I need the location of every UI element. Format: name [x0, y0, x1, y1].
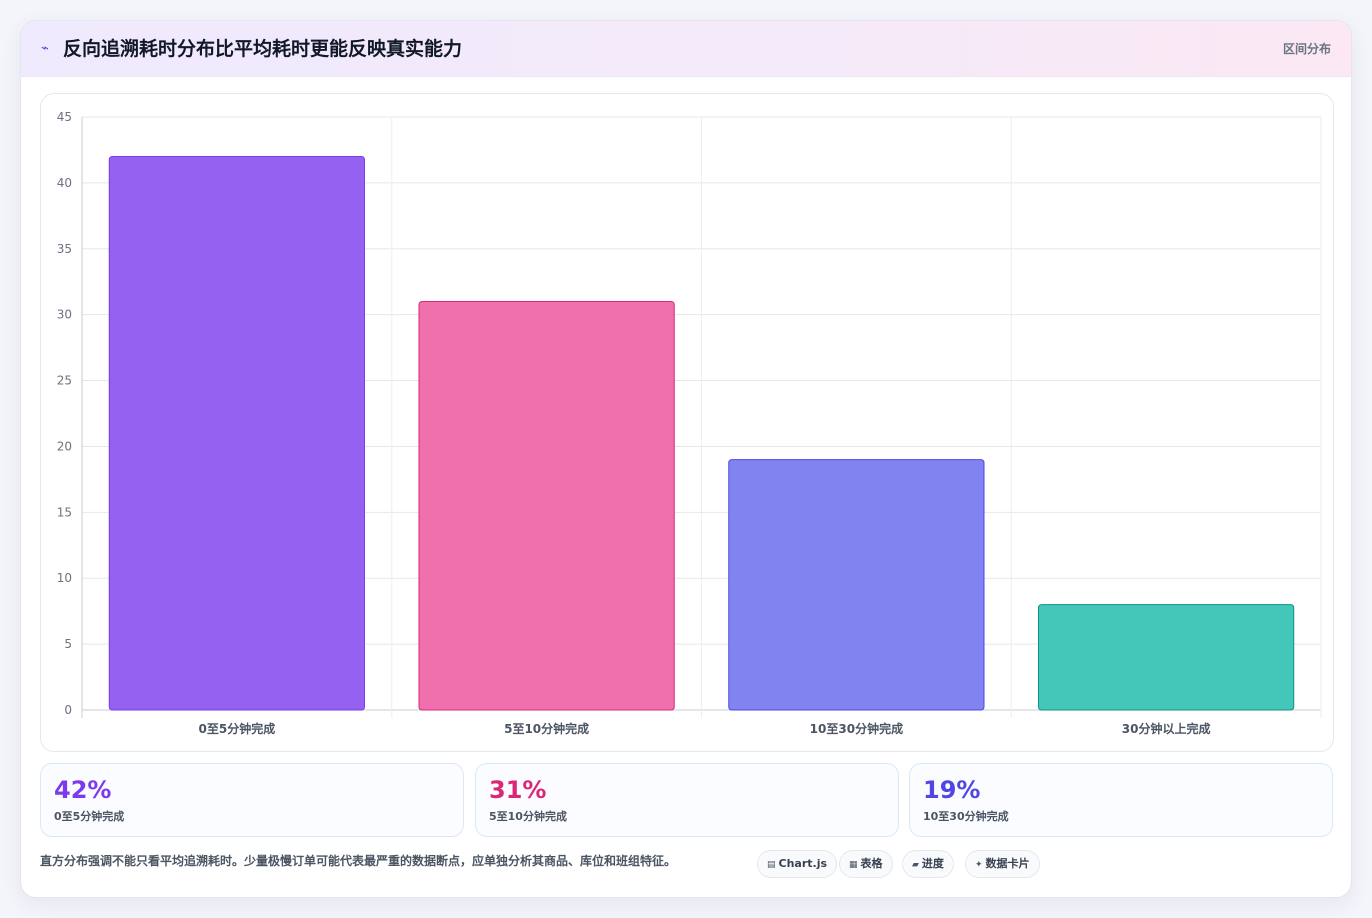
y-tick-label: 30 — [57, 308, 72, 322]
chip-progress[interactable]: ▰ 进度 — [902, 850, 954, 878]
trend-line-icon: ⌁ — [41, 41, 49, 56]
chip-label: Chart.js — [778, 857, 828, 870]
x-tick-label: 10至30分钟完成 — [810, 721, 903, 736]
y-tick-label: 45 — [57, 110, 72, 124]
card-title: 反向追溯耗时分布比平均耗时更能反映真实能力 — [63, 38, 463, 60]
dashboard-card: ⌁ 反向追溯耗时分布比平均耗时更能反映真实能力 区间分布 0 5 10 15 20 25 3… — [20, 20, 1352, 898]
card-header: ⌁ 反向追溯耗时分布比平均耗时更能反映真实能力 区间分布 — [21, 21, 1351, 77]
bar-chart: 0 5 10 15 20 25 30 35 40 45 0至5分钟完成 5至10分钟完成 10至30分钟… — [40, 93, 1334, 752]
stat-cards: 42% 0至5分钟完成 31% 5至10分钟完成 19% 10至30分钟完成 — [40, 763, 1334, 837]
stat-label: 0至5分钟完成 — [54, 810, 125, 823]
bar-3 — [1038, 604, 1295, 711]
chip-table[interactable]: ▦ 表格 — [839, 850, 893, 878]
stat-value: 31% — [489, 776, 547, 804]
chip-label: 表格 — [860, 857, 883, 870]
y-tick-label: 15 — [57, 505, 72, 519]
chip-label: 数据卡片 — [985, 857, 1030, 870]
bar-chart-svg: 0 5 10 15 20 25 30 35 40 45 0至5分钟完成 5至10分钟完成 10至30分钟… — [57, 110, 1322, 736]
chart-icon: ▤ — [767, 860, 776, 870]
chip-label: 进度 — [921, 857, 944, 870]
progress-icon: ▰ — [912, 860, 919, 870]
bar-1 — [418, 300, 675, 711]
stat-card-10-30min: 19% 10至30分钟完成 — [909, 763, 1333, 837]
stat-value: 19% — [923, 776, 981, 804]
x-tick-label: 0至5分钟完成 — [199, 721, 276, 736]
footer-note: 直方分布强调不能只看平均追溯耗时。少量极慢订单可能代表最严重的数据断点，应单独分… — [40, 854, 677, 868]
stat-card-5-10min: 31% 5至10分钟完成 — [475, 763, 899, 837]
stat-card-0-5min: 42% 0至5分钟完成 — [40, 763, 464, 837]
chip-data-card[interactable]: ✦ 数据卡片 — [965, 850, 1040, 878]
y-tick-label: 25 — [57, 374, 72, 388]
section-tag: 区间分布 — [1282, 42, 1331, 56]
bar-2 — [728, 459, 985, 711]
stat-label: 10至30分钟完成 — [923, 810, 1009, 823]
y-tick-label: 0 — [64, 703, 72, 717]
stat-label: 5至10分钟完成 — [489, 810, 567, 823]
y-tick-label: 40 — [57, 176, 72, 190]
y-tick-label: 35 — [57, 242, 72, 256]
x-tick-label: 5至10分钟完成 — [504, 721, 589, 736]
sparkle-icon: ✦ — [975, 860, 983, 870]
stat-value: 42% — [54, 776, 112, 804]
y-tick-label: 5 — [64, 637, 72, 651]
table-icon: ▦ — [849, 860, 858, 870]
y-tick-label: 20 — [57, 439, 72, 453]
y-tick-label: 10 — [57, 571, 72, 585]
x-tick-label: 30分钟以上完成 — [1122, 721, 1211, 736]
chip-chartjs[interactable]: ▤ Chart.js — [757, 850, 838, 878]
bar-0 — [108, 156, 365, 711]
